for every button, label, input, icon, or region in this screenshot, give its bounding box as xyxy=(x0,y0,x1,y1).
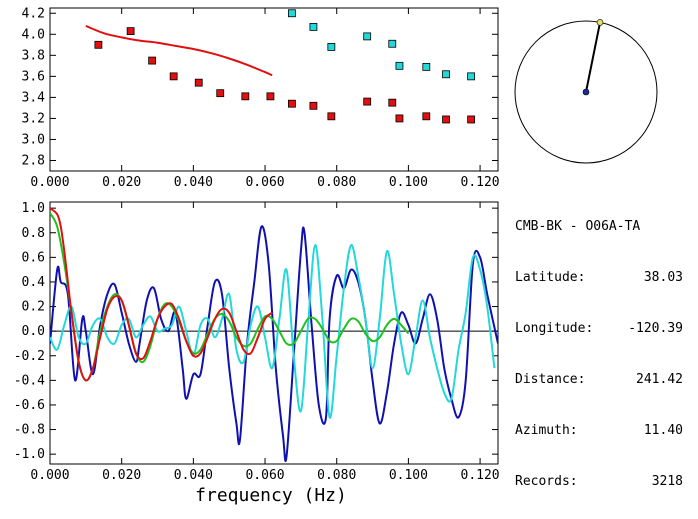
latitude-value: 38.03 xyxy=(643,270,683,285)
top-cyan-squares-point xyxy=(288,9,296,18)
top-cyan-squares-point xyxy=(467,72,476,81)
bottom-y-tick-label: 0.8 xyxy=(22,226,45,241)
bottom-y-tick-label: 0.4 xyxy=(22,275,46,290)
info-row-azimuth: Azimuth: 11.40 xyxy=(515,422,683,439)
top-red-squares-point xyxy=(169,72,178,81)
top-x-tick-label: 0.120 xyxy=(461,175,500,190)
polar-circle xyxy=(514,20,658,164)
top-cyan-squares-point xyxy=(395,61,404,70)
bottom-red-series-line xyxy=(50,207,273,382)
azimuth-needle xyxy=(585,22,602,93)
bottom-y-tick-label: 0.2 xyxy=(22,300,45,315)
bottom-y-tick-label: -1.0 xyxy=(14,447,45,462)
top-y-tick-label: 3.2 xyxy=(22,111,45,126)
top-cyan-squares-point xyxy=(388,39,397,48)
top-y-tick-label: 3.0 xyxy=(22,132,45,147)
top-red-squares-point xyxy=(148,56,157,65)
info-row-records: Records: 3218 xyxy=(515,473,683,490)
bottom-x-tick-label: 0.000 xyxy=(30,468,69,483)
bottom-x-tick-label: 0.100 xyxy=(389,468,428,483)
info-row-distance: Distance: 241.42 xyxy=(515,371,683,388)
top-x-tick-label: 0.080 xyxy=(317,175,356,190)
azimuth-polar-plot xyxy=(514,19,658,164)
top-red-squares-point xyxy=(422,112,431,121)
top-red-curve-series-line xyxy=(85,24,273,77)
azimuth-tip-dot xyxy=(596,19,604,26)
bottom-y-tick-label: -0.6 xyxy=(14,398,45,413)
bottom-y-tick-label: -0.2 xyxy=(14,349,45,364)
info-row-latitude: Latitude: 38.03 xyxy=(515,269,683,286)
top-x-tick-label: 0.060 xyxy=(245,175,284,190)
top-x-tick-label: 0.100 xyxy=(389,175,428,190)
bottom-x-tick-label: 0.120 xyxy=(461,468,500,483)
bottom-y-tick-label: 0.0 xyxy=(22,324,45,339)
bottom-x-tick-label: 0.080 xyxy=(317,468,356,483)
top-plot-frame xyxy=(49,7,499,172)
bottom-y-tick-label: -0.4 xyxy=(14,373,45,388)
azimuth-value: 11.40 xyxy=(643,423,683,438)
top-y-tick-label: 4.2 xyxy=(22,6,45,21)
top-cyan-squares-point xyxy=(363,32,372,41)
bottom-y-tick-label: -0.8 xyxy=(14,423,45,438)
top-red-squares-point xyxy=(363,97,372,106)
top-cyan-squares-point xyxy=(442,70,450,79)
longitude-label: Longitude: xyxy=(515,321,594,336)
info-row-longitude: Longitude: -120.39 xyxy=(515,320,683,337)
top-cyan-squares-point xyxy=(422,62,431,71)
azimuth-label: Azimuth: xyxy=(515,423,578,438)
latitude-label: Latitude: xyxy=(515,270,586,285)
top-scatter-plot: 0.000 0.020 0.040 0.060 0.080 0.100 0.120 2.8 3.… xyxy=(22,6,500,190)
top-y-tick-label: 2.8 xyxy=(22,153,45,168)
top-red-squares-point xyxy=(216,89,225,98)
distance-value: 241.42 xyxy=(636,372,683,387)
records-label: Records: xyxy=(515,474,578,489)
station-center-dot xyxy=(582,88,590,96)
bottom-line-plot: 0.000 0.020 0.040 0.060 0.080 0.100 0.120 -1.0 -… xyxy=(14,201,500,483)
top-red-squares-point xyxy=(194,78,203,87)
top-red-squares-point xyxy=(126,27,135,36)
top-y-tick-label: 3.6 xyxy=(22,69,45,84)
bottom-x-tick-label: 0.060 xyxy=(245,468,284,483)
top-red-squares-point xyxy=(241,92,250,101)
top-y-tick-label: 3.8 xyxy=(22,48,45,63)
top-x-tick-label: 0.020 xyxy=(102,175,141,190)
bottom-x-tick-label: 0.020 xyxy=(102,468,141,483)
records-value: 3218 xyxy=(651,474,683,489)
station-info: CMB-BK - O06A-TA Latitude: 38.03 Longitud… xyxy=(515,184,683,507)
x-axis-label: frequency (Hz) xyxy=(195,485,347,506)
top-y-tick-label: 4.0 xyxy=(22,27,45,42)
bottom-y-tick-label: 0.6 xyxy=(22,250,45,265)
bottom-cyan-series-line xyxy=(50,244,496,419)
station-name: CMB-BK - O06A-TA xyxy=(515,219,641,234)
top-red-squares-point xyxy=(442,115,450,124)
longitude-value: -120.39 xyxy=(628,321,683,336)
top-red-squares-point xyxy=(467,115,476,124)
top-y-tick-label: 3.4 xyxy=(22,90,46,105)
top-red-squares-point xyxy=(309,101,318,110)
top-red-squares-point xyxy=(388,98,397,107)
bottom-y-tick-label: 1.0 xyxy=(22,201,45,216)
top-red-squares-point xyxy=(288,99,296,108)
top-red-squares-point xyxy=(94,40,103,49)
top-red-squares-point xyxy=(327,112,336,121)
top-x-tick-label: 0.000 xyxy=(30,175,69,190)
top-cyan-squares-point xyxy=(327,43,336,51)
top-x-tick-label: 0.040 xyxy=(174,175,213,190)
bottom-x-tick-label: 0.040 xyxy=(174,468,213,483)
distance-label: Distance: xyxy=(515,372,586,387)
top-red-squares-point xyxy=(395,114,404,123)
top-red-squares-point xyxy=(266,92,275,101)
top-cyan-squares-point xyxy=(309,23,318,31)
